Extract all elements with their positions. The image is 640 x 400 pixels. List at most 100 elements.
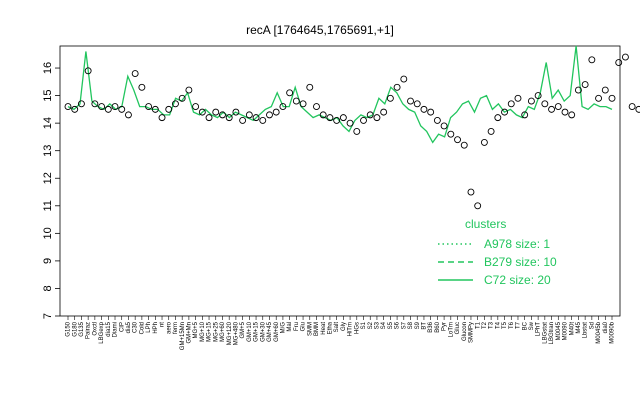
x-tick-label: Cold [139,322,145,334]
data-point [588,56,596,64]
x-tick-label: LBGexp [99,321,105,343]
data-point [480,138,488,146]
x-tick-label: dia15 [106,321,112,336]
y-axis: 7 8 9 10 11 12 13 14 15 16 [42,62,60,319]
data-point [373,114,381,122]
data-point [138,83,146,91]
x-tick-label: M0045b [596,321,602,343]
x-tick-label: M0045 [556,321,562,340]
x-tick-label: Mal [287,322,293,332]
data-point [292,97,300,105]
x-tick-label: LBGtran [549,322,555,344]
x-tick-label: Pairaz [86,322,92,339]
x-tick-label: T1 [475,321,481,329]
data-point [71,105,79,113]
x-tick-label: MG+25 [213,321,219,342]
data-point [427,108,435,116]
data-point [561,108,569,116]
x-tick-label: aero [166,321,172,334]
data-point [467,188,475,196]
x-tick-label: T2 [482,321,488,329]
x-tick-label: T4 [495,321,501,329]
x-tick-label: LBGstat [542,322,548,344]
x-tick-label: T3 [489,321,495,329]
x-tick-label: GM+60 [274,321,280,342]
data-point [145,103,153,111]
x-tick-label: Sd [589,322,595,329]
data-point [333,116,341,124]
data-point [386,94,394,102]
data-point [225,114,233,122]
x-tick-label: MG+60 [220,321,226,342]
x-tick-label: BT [422,322,428,330]
data-point [158,114,166,122]
x-tick-label: S8 [408,321,414,329]
data-point [407,97,414,105]
data-point [326,114,334,122]
x-tick-label: GM+45 [267,321,273,342]
x-tick-label: CIP [119,322,125,332]
data-point [104,105,112,113]
x-tick-label: M45 [576,321,582,333]
data-point [568,111,576,119]
x-tick-label: Sw [529,321,535,330]
x-tick-label: HPh [153,322,159,334]
data-point [541,100,549,108]
data-point [595,94,603,102]
data-point [615,59,623,66]
x-tick-label: GM+Mn [186,322,192,344]
x-tick-label: MG+120 [227,321,233,345]
y-tick-label: 9 [42,258,54,264]
data-point [319,111,327,119]
x-tick-label: S4 [381,321,387,329]
data-point [574,86,582,94]
y-tick-label: 7 [42,313,54,319]
data-point [118,105,126,113]
data-point [635,105,640,113]
x-tick-label: S1 [361,321,367,329]
data-point [252,114,260,122]
x-tick-label: M0090 [563,321,569,340]
data-point [346,119,354,127]
data-point [151,105,159,113]
x-tick-label: S2 [368,321,374,329]
data-point [447,130,455,138]
series-layer [67,45,613,144]
x-tick-label: Fru [294,322,300,331]
x-tick-label: B60 [435,321,441,332]
y-tick-label: 15 [42,89,54,101]
data-point [393,83,401,91]
data-point [514,94,522,102]
x-tick-label: S6 [395,321,401,329]
data-point [313,103,320,111]
data-point [77,100,85,108]
x-tick-label: Salt [334,322,340,333]
x-tick-label: LPhT [536,322,542,337]
x-tick-label: MG+480 [233,321,239,345]
data-point [527,97,535,105]
data-point [192,103,200,111]
data-point [440,122,448,130]
x-tick-label: LPh [146,322,152,333]
x-tick-label: Oxctl [92,322,98,336]
x-tick-label: dia0 [603,321,609,333]
x-tick-label: ferm [173,322,179,334]
data-point [474,202,482,210]
x-tick-label: Diami [113,322,119,337]
data-point [601,86,609,94]
data-point [165,105,173,113]
plot-frame [59,45,621,317]
data-point [84,67,92,75]
data-point [554,103,562,111]
data-point [501,108,508,116]
x-tick-label: HiTm [348,322,354,336]
legend-title: clusters [465,217,506,231]
data-point [621,53,629,61]
y-tick-label: 16 [42,62,54,74]
x-tick-label: B36 [428,321,434,332]
data-point [581,81,589,89]
x-tick-label: Glu [301,322,307,331]
x-tick-label: GM+10 [247,321,253,342]
x-tick-label: nt [160,322,166,327]
legend-label-b279: B279 size: 10 [484,255,557,269]
